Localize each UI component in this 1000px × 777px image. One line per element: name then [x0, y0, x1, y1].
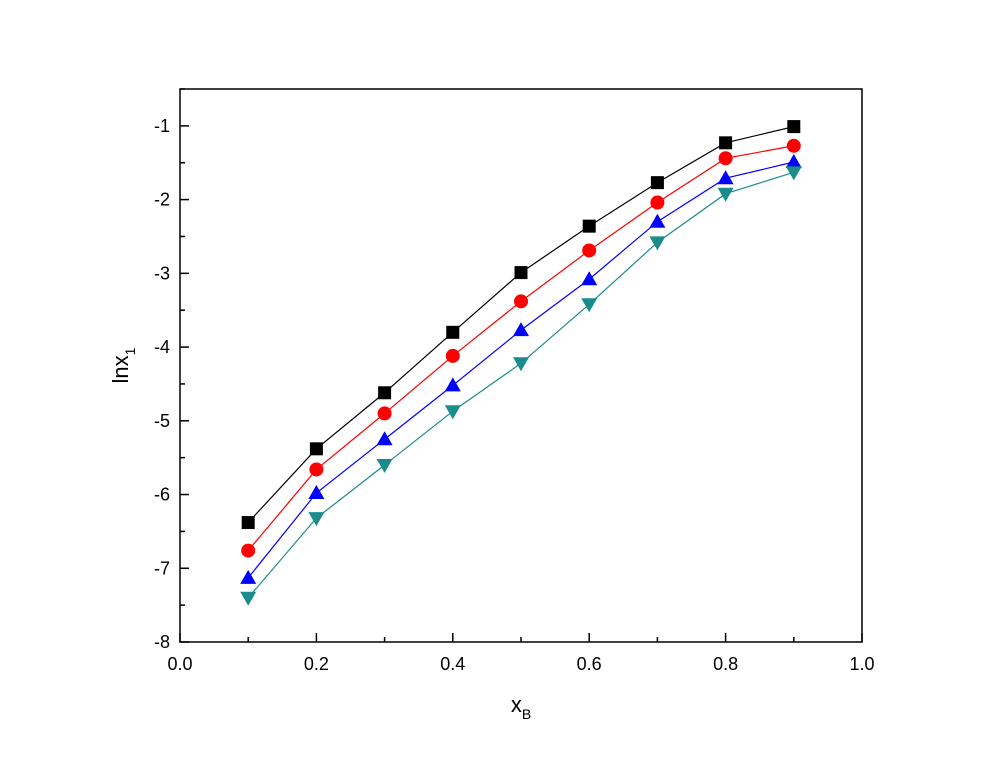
y-tick-label: -6 [154, 485, 170, 505]
marker [649, 236, 666, 251]
marker [514, 266, 528, 280]
y-axis-label: lnx1 [108, 347, 138, 383]
marker [786, 138, 801, 153]
x-tick-label: 0.0 [167, 654, 192, 674]
x-tick-label: 0.2 [304, 654, 329, 674]
marker [241, 543, 256, 558]
y-tick-label: -1 [154, 116, 170, 136]
marker [785, 166, 802, 181]
marker [378, 386, 392, 400]
marker [581, 271, 598, 286]
y-tick-label: -7 [154, 558, 170, 578]
marker [582, 219, 596, 233]
marker [717, 170, 734, 185]
x-tick-label: 1.0 [849, 654, 874, 674]
marker [308, 485, 325, 500]
x-axis-label-sub: B [522, 706, 531, 722]
marker [719, 136, 733, 150]
y-tick-label: -3 [154, 263, 170, 283]
marker [785, 153, 802, 168]
marker [376, 459, 393, 474]
marker [241, 516, 255, 530]
marker [309, 442, 323, 456]
marker [513, 322, 529, 337]
marker [240, 591, 257, 606]
marker [376, 431, 393, 446]
marker [444, 377, 461, 392]
marker [718, 151, 733, 166]
marker [444, 405, 461, 420]
x-tick-label: 0.8 [713, 654, 738, 674]
y-tick-label: -4 [154, 337, 170, 357]
y-tick-label: -2 [154, 190, 170, 210]
x-axis-label: xB [511, 692, 531, 722]
marker [787, 120, 801, 134]
marker [445, 348, 460, 363]
marker [581, 298, 598, 313]
marker [650, 176, 664, 190]
y-axis-label-main: lnx [108, 355, 133, 383]
marker [309, 462, 324, 477]
marker [582, 243, 597, 258]
x-tick-label: 0.6 [577, 654, 602, 674]
marker [650, 195, 665, 210]
marker [649, 213, 666, 228]
y-tick-label: -5 [154, 411, 170, 431]
marker [308, 512, 325, 527]
marker [513, 357, 529, 372]
marker [446, 325, 460, 339]
marker [377, 406, 392, 421]
x-axis-label-main: x [511, 692, 522, 717]
marker [514, 294, 528, 309]
marker [240, 569, 257, 584]
y-axis-label-sub: 1 [122, 347, 138, 355]
y-tick-label: -8 [154, 632, 170, 652]
x-tick-label: 0.4 [440, 654, 465, 674]
marker [717, 187, 734, 202]
